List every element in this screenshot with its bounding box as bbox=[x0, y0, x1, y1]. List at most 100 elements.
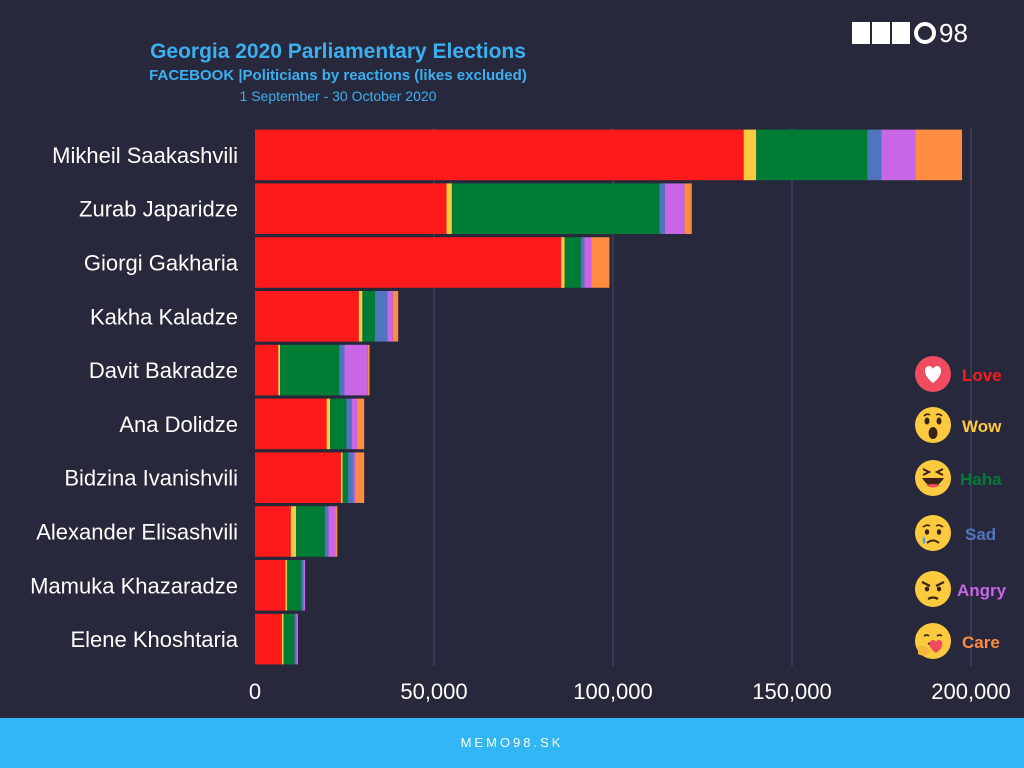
legend-item-angry: Angry bbox=[914, 570, 1024, 610]
bar-segment-angry bbox=[664, 183, 685, 234]
category-label: Ana Dolidze bbox=[119, 412, 238, 437]
bar-segment-angry bbox=[881, 129, 916, 181]
bar-segment-haha bbox=[756, 129, 868, 181]
bar-segment-care bbox=[684, 183, 692, 234]
logo-letter-o bbox=[914, 22, 936, 44]
bar-segment-love bbox=[255, 452, 341, 503]
bar-segment-care bbox=[367, 344, 370, 396]
bar-segment-angry bbox=[351, 398, 358, 450]
bar-segment-sad bbox=[324, 506, 329, 557]
x-tick-label: 200,000 bbox=[931, 679, 1011, 704]
bar-segment-haha bbox=[287, 560, 302, 611]
legend-label: Wow bbox=[962, 417, 1002, 436]
chart-titles: Georgia 2020 Parliamentary Elections FAC… bbox=[0, 38, 676, 106]
bar-segment-love bbox=[255, 344, 279, 396]
bar-segment-sad bbox=[374, 291, 388, 342]
legend-item-sad: Sad bbox=[914, 514, 1024, 554]
legend-item-wow: Wow bbox=[914, 406, 1024, 446]
bar-segment-sad bbox=[346, 398, 352, 450]
x-tick-label: 150,000 bbox=[752, 679, 832, 704]
chart-date-range: 1 September - 30 October 2020 bbox=[239, 88, 437, 104]
memo98-logo: 98 bbox=[852, 20, 968, 46]
bar-segment-angry bbox=[387, 291, 393, 342]
chart-subtitle: FACEBOOK |Politicians by reactions (like… bbox=[149, 67, 527, 84]
laughing-emoji-icon bbox=[914, 459, 952, 497]
legend-label: Love bbox=[962, 366, 1002, 385]
category-label: Alexander Elisashvili bbox=[36, 520, 238, 545]
bar-segment-haha bbox=[280, 344, 340, 396]
legend-label: Haha bbox=[960, 470, 1002, 489]
hugging-emoji-icon bbox=[914, 622, 952, 660]
bar-segment-wow bbox=[561, 237, 565, 288]
heart-emoji-icon bbox=[914, 355, 952, 393]
bar-segment-angry bbox=[328, 506, 336, 557]
footer-text: MEMO98.SK bbox=[460, 735, 564, 750]
logo-letter-e bbox=[872, 22, 890, 44]
bar-segment-wow bbox=[340, 452, 343, 503]
bar-segment-care bbox=[392, 291, 399, 342]
legend-item-love: Love bbox=[914, 355, 1024, 395]
x-tick-label: 0 bbox=[249, 679, 261, 704]
bar-segment-haha bbox=[451, 183, 660, 234]
legend-item-haha: Haha bbox=[914, 459, 1024, 499]
bar-segment-angry bbox=[303, 560, 306, 611]
legend-item-care: Care bbox=[914, 622, 1024, 662]
surprised-emoji-icon bbox=[914, 406, 952, 444]
chart-title: Georgia 2020 Parliamentary Elections bbox=[150, 40, 526, 63]
x-tick-label: 50,000 bbox=[400, 679, 467, 704]
category-label: Giorgi Gakharia bbox=[84, 251, 239, 276]
legend-label: Care bbox=[962, 633, 1000, 652]
bar-segment-wow bbox=[278, 344, 281, 396]
logo-letter-m bbox=[852, 22, 870, 44]
bar-segment-wow bbox=[326, 398, 331, 450]
bar-segment-angry bbox=[344, 344, 368, 396]
bar-segment-angry bbox=[353, 452, 356, 503]
bar-segment-love bbox=[255, 129, 744, 181]
bar-segment-wow bbox=[743, 129, 757, 181]
bar-segment-wow bbox=[290, 506, 297, 557]
category-label: Elene Khoshtaria bbox=[70, 627, 238, 652]
bar-segment-angry bbox=[584, 237, 592, 288]
bar-segment-care bbox=[591, 237, 610, 288]
bar-segment-sad bbox=[301, 560, 304, 611]
legend-label: Angry bbox=[957, 581, 1007, 600]
category-label: Bidzina Ivanishvili bbox=[64, 466, 238, 491]
bar-segment-haha bbox=[362, 291, 375, 342]
stacked-bar-chart: Mikheil Saakashvili Zurab Japaridze Giorgi… bbox=[30, 128, 1011, 704]
bar-segment-sad bbox=[339, 344, 345, 396]
bar-segment-wow bbox=[358, 291, 363, 342]
category-label: Mikheil Saakashvili bbox=[52, 143, 238, 168]
legend-label: Sad bbox=[965, 525, 997, 544]
logo-letter-m2 bbox=[892, 22, 910, 44]
bar-segment-haha bbox=[283, 613, 295, 665]
bar-segment-sad bbox=[659, 183, 665, 234]
bar-segment-love bbox=[255, 183, 447, 234]
bar-segment-haha bbox=[330, 398, 347, 450]
bar-segment-love bbox=[255, 237, 562, 288]
bar-segment-haha bbox=[564, 237, 581, 288]
logo-number: 98 bbox=[939, 18, 968, 48]
bar-segment-haha bbox=[296, 506, 325, 557]
bar-segment-wow bbox=[281, 613, 284, 665]
bar-segment-wow bbox=[285, 560, 288, 611]
bar-segment-care bbox=[915, 129, 963, 181]
bar-segment-love bbox=[255, 506, 291, 557]
bar-segment-sad bbox=[294, 613, 297, 665]
bar-segment-love bbox=[255, 613, 282, 665]
x-tick-label: 100,000 bbox=[573, 679, 653, 704]
footer-bar: MEMO98.SK bbox=[0, 718, 1024, 768]
category-label: Zurab Japaridze bbox=[79, 197, 238, 222]
category-label: Mamuka Khazaradze bbox=[30, 573, 238, 598]
bar-segment-love bbox=[255, 560, 286, 611]
bar-segment-sad bbox=[348, 452, 354, 503]
bar-segment-haha bbox=[342, 452, 349, 503]
bar-segment-angry bbox=[296, 613, 298, 665]
angry-emoji-icon bbox=[914, 570, 952, 608]
bar-segment-love bbox=[255, 398, 327, 450]
bar-segment-sad bbox=[867, 129, 882, 181]
category-label: Kakha Kaladze bbox=[90, 304, 238, 329]
crying-emoji-icon bbox=[914, 514, 952, 552]
bar-segment-sad bbox=[580, 237, 585, 288]
bar-segment-love bbox=[255, 291, 359, 342]
bar-segment-care bbox=[357, 398, 365, 450]
